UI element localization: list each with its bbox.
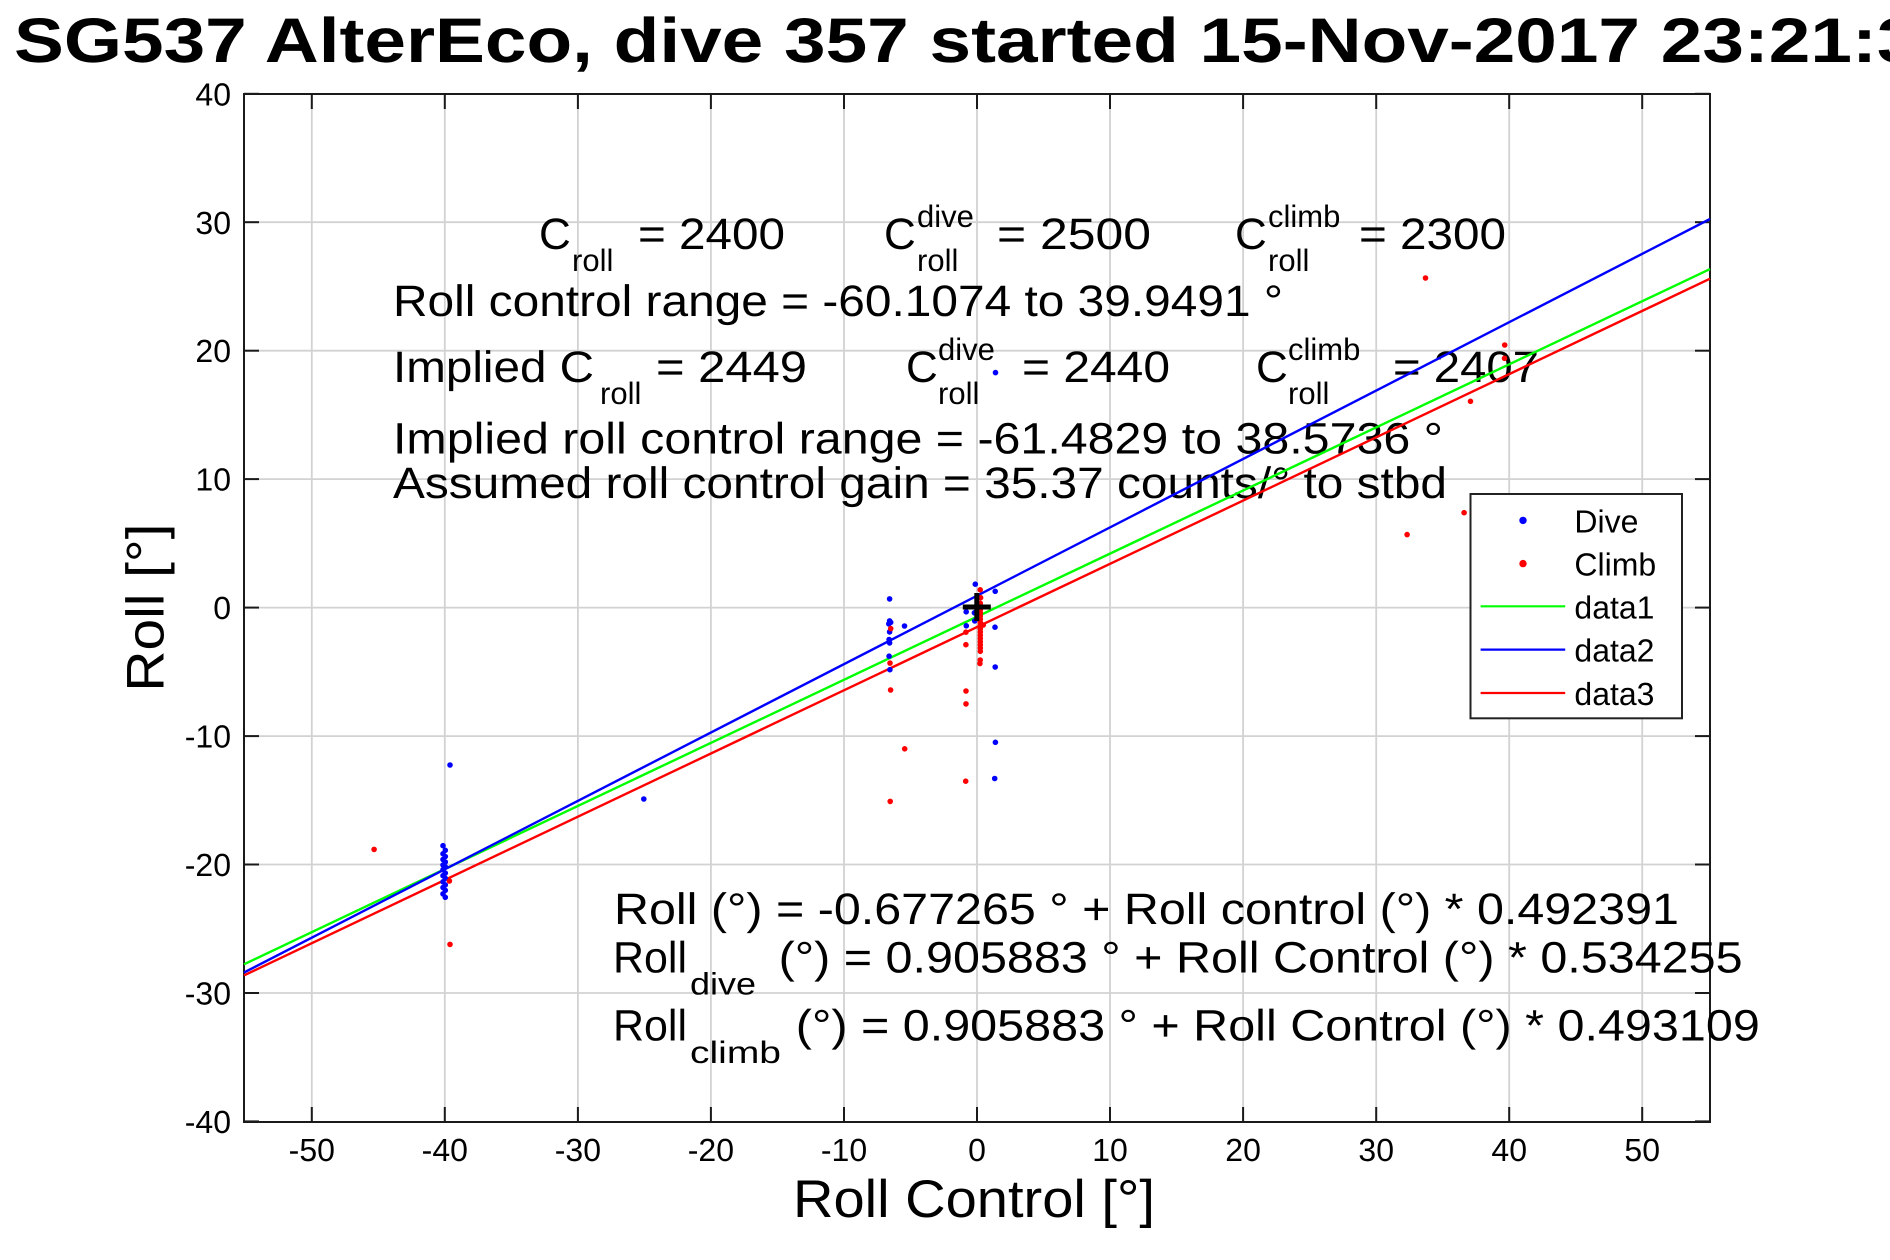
svg-text:Roll [°]: Roll [°] (117, 524, 176, 692)
svg-text:10: 10 (1092, 1132, 1128, 1168)
svg-text:10: 10 (195, 462, 231, 498)
svg-text:40: 40 (1491, 1132, 1527, 1168)
svg-text:climb: climb (690, 1035, 781, 1070)
svg-text:Dive: Dive (1574, 504, 1638, 540)
svg-text:40: 40 (195, 76, 231, 112)
svg-text:= 2449: = 2449 (656, 343, 807, 392)
svg-text:-40: -40 (185, 1104, 231, 1140)
svg-text:Implied roll control range = -: Implied roll control range = -61.4829 to… (393, 415, 1443, 464)
svg-text:climb: climb (1288, 332, 1360, 367)
svg-text:C: C (539, 210, 571, 259)
svg-text:C: C (1235, 210, 1267, 259)
svg-text:= 2440: = 2440 (1022, 343, 1170, 392)
svg-text:30: 30 (1358, 1132, 1394, 1168)
svg-text:roll: roll (1288, 376, 1329, 411)
svg-text:50: 50 (1624, 1132, 1660, 1168)
svg-text:-20: -20 (185, 847, 231, 883)
svg-text:climb: climb (1268, 199, 1340, 234)
svg-text:C: C (906, 343, 938, 392)
svg-text:Climb: Climb (1574, 546, 1656, 582)
svg-text:roll: roll (917, 243, 958, 278)
svg-text:Assumed roll control gain = 35: Assumed roll control gain = 35.37 counts… (393, 459, 1447, 508)
svg-text:roll: roll (938, 376, 979, 411)
svg-text:-10: -10 (185, 719, 231, 755)
svg-text:dive: dive (917, 199, 974, 234)
svg-text:-10: -10 (821, 1132, 867, 1168)
svg-text:data1: data1 (1574, 590, 1654, 626)
svg-text:roll: roll (572, 243, 613, 278)
svg-text:-50: -50 (289, 1132, 335, 1168)
svg-text:C: C (1256, 343, 1288, 392)
svg-text:-30: -30 (185, 976, 231, 1012)
svg-text:dive: dive (690, 967, 756, 1002)
svg-text:roll: roll (1268, 243, 1309, 278)
svg-text:30: 30 (195, 205, 231, 241)
svg-text:Roll control range = -60.1074: Roll control range = -60.1074 to 39.9491… (393, 277, 1283, 326)
svg-text:0: 0 (968, 1132, 986, 1168)
svg-text:= 2400: = 2400 (638, 210, 785, 259)
svg-text:data2: data2 (1574, 633, 1654, 669)
svg-text:Implied C: Implied C (393, 343, 594, 392)
svg-text:(°) = 0.905883 ° + Roll Contro: (°) = 0.905883 ° + Roll Control (°) * 0.… (779, 933, 1743, 982)
svg-text:-20: -20 (688, 1132, 734, 1168)
svg-text:Roll: Roll (613, 933, 687, 982)
svg-text:SG537 AlterEco, dive 357 start: SG537 AlterEco, dive 357 started 15-Nov-… (14, 6, 1890, 76)
svg-text:0: 0 (213, 590, 231, 626)
svg-text:20: 20 (1225, 1132, 1261, 1168)
svg-text:-30: -30 (555, 1132, 601, 1168)
svg-text:dive: dive (938, 332, 995, 367)
svg-text:-40: -40 (422, 1132, 468, 1168)
svg-text:Roll: Roll (613, 1002, 687, 1051)
svg-text:C: C (884, 210, 916, 259)
svg-text:Roll Control [°]: Roll Control [°] (793, 1170, 1155, 1229)
svg-text:data3: data3 (1574, 676, 1654, 712)
svg-text:= 2500: = 2500 (997, 210, 1151, 259)
svg-text:roll: roll (600, 376, 641, 411)
svg-text:= 2300: = 2300 (1359, 210, 1506, 259)
svg-text:20: 20 (195, 333, 231, 369)
svg-text:(°) = 0.905883 ° + Roll Contro: (°) = 0.905883 ° + Roll Control (°) * 0.… (796, 1002, 1760, 1051)
svg-text:Roll (°) = -0.677265 ° + Roll: Roll (°) = -0.677265 ° + Roll control (°… (614, 885, 1679, 934)
